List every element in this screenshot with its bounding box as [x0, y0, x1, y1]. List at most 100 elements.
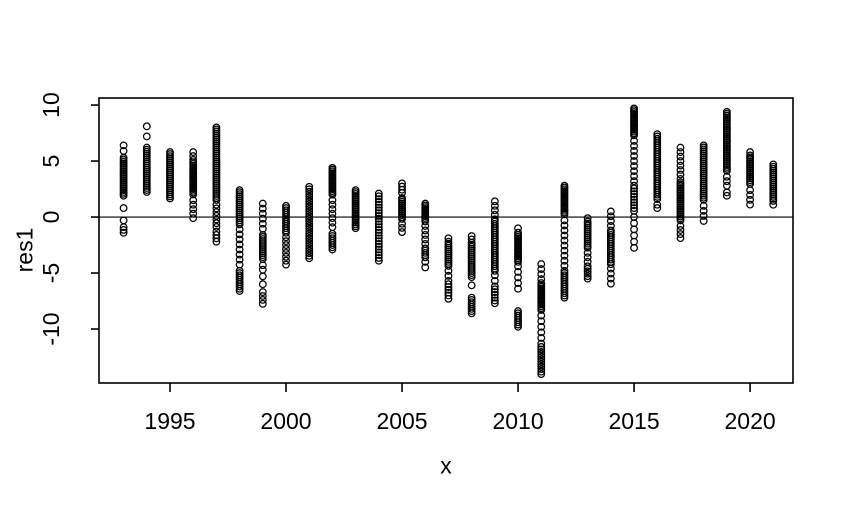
data-point: [444, 271, 453, 280]
data-point: [305, 209, 314, 218]
data-point: [421, 222, 430, 230]
data-point: [189, 196, 198, 205]
data-point: [189, 205, 198, 214]
data-point: [142, 132, 151, 141]
data-point: [560, 256, 569, 265]
data-point: [305, 187, 314, 196]
data-point: [258, 272, 267, 281]
data-point: [119, 216, 128, 225]
data-point: [537, 355, 546, 364]
data-point: [537, 367, 546, 376]
data-point: [467, 307, 476, 316]
data-point: [583, 214, 592, 223]
data-point: [212, 211, 221, 220]
data-point: [305, 249, 314, 258]
data-point: [630, 162, 638, 171]
data-point: [328, 243, 337, 252]
data-point: [490, 271, 499, 280]
data-point: [490, 206, 499, 215]
data-point: [583, 243, 592, 252]
data-point: [212, 196, 221, 204]
data-point: [606, 217, 615, 225]
x-tick-label: 2015: [608, 408, 659, 434]
data-point: [606, 279, 615, 288]
data-point: [444, 280, 453, 289]
data-point: [305, 224, 314, 233]
data-point: [560, 246, 569, 255]
data-point: [722, 188, 731, 197]
data-point: [630, 131, 638, 140]
data-point: [746, 200, 754, 209]
data-point: [305, 197, 314, 206]
data-point: [722, 181, 731, 190]
data-point: [630, 195, 638, 204]
data-point: [537, 334, 546, 342]
data-point: [606, 212, 615, 221]
data-point: [676, 148, 685, 157]
data-point: [142, 188, 151, 196]
data-point: [328, 214, 337, 223]
data-point: [490, 282, 499, 291]
data-point: [235, 245, 244, 254]
data-point: [119, 225, 128, 234]
data-point: [142, 122, 151, 131]
data-point: [374, 223, 383, 232]
data-point: [189, 214, 198, 223]
x-tick-label: 1995: [144, 408, 195, 434]
data-point: [676, 161, 685, 170]
x-tick-label: 2020: [724, 408, 775, 434]
data-point: [119, 191, 128, 200]
data-point: [537, 322, 546, 331]
data-point: [421, 257, 430, 266]
data-point: [606, 274, 615, 283]
data-point: [374, 200, 383, 209]
data-point: [328, 190, 337, 199]
data-point: [630, 147, 638, 155]
data-point: [537, 270, 546, 279]
data-point: [676, 222, 685, 230]
data-point: [374, 251, 383, 260]
data-point: [305, 234, 314, 243]
data-point: [722, 172, 731, 181]
plot-border: [98, 97, 794, 384]
data-point: [189, 190, 198, 199]
data-point: [537, 311, 546, 320]
data-point: [514, 228, 522, 237]
data-point: [305, 222, 314, 231]
data-point: [630, 192, 638, 201]
data-point: [258, 209, 267, 218]
data-point: [258, 199, 267, 208]
data-point: [490, 293, 499, 302]
data-point: [374, 248, 383, 257]
data-point: [514, 322, 522, 331]
data-point: [467, 273, 476, 281]
data-point: [305, 227, 314, 236]
data-point: [374, 211, 383, 220]
data-point: [676, 152, 685, 161]
data-point: [374, 231, 383, 240]
data-point: [490, 197, 499, 206]
data-point: [467, 304, 476, 313]
data-point: [444, 283, 453, 291]
data-point: [746, 191, 754, 199]
data-point: [398, 223, 406, 232]
data-point: [606, 255, 615, 264]
data-point: [467, 235, 476, 244]
data-point: [537, 362, 546, 371]
data-point: [258, 204, 267, 213]
data-point: [258, 299, 267, 308]
data-point: [514, 262, 522, 271]
data-point: [560, 241, 569, 250]
data-point: [374, 237, 383, 246]
data-point: [676, 170, 685, 179]
data-point: [560, 221, 569, 230]
data-point: [235, 282, 244, 291]
data-point: [374, 206, 383, 215]
data-point: [583, 253, 592, 262]
data-point: [676, 230, 685, 238]
data-point: [328, 218, 337, 227]
data-point: [235, 235, 244, 244]
data-point: [212, 234, 221, 243]
data-point: [699, 201, 708, 210]
data-point: [305, 246, 314, 255]
